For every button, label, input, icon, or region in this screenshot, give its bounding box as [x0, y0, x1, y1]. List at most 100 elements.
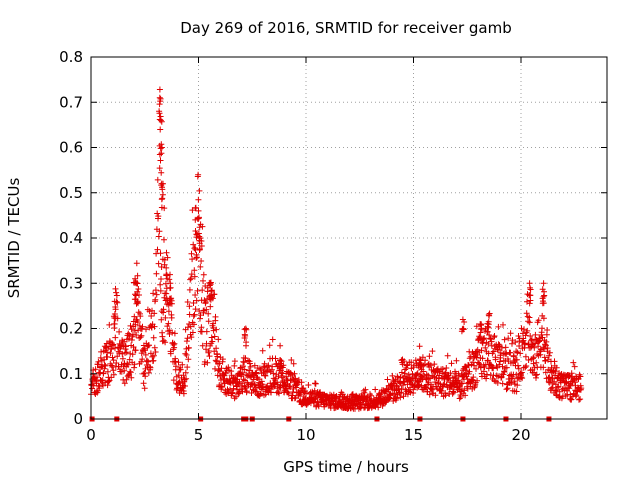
- data-point: [135, 327, 142, 334]
- data-point: [203, 340, 210, 347]
- data-point: [204, 359, 211, 366]
- data-point: [288, 357, 295, 363]
- data-points: [88, 86, 585, 412]
- data-point: [505, 335, 512, 342]
- data-point: [567, 381, 574, 388]
- data-point: [526, 280, 533, 287]
- data-point: [530, 355, 536, 362]
- data-point: [145, 358, 152, 365]
- data-point: [194, 287, 201, 294]
- data-point: [514, 382, 521, 389]
- data-point: [185, 324, 191, 331]
- data-point: [158, 141, 165, 148]
- data-point: [540, 300, 547, 307]
- data-point: [471, 362, 478, 369]
- data-point: [148, 313, 155, 319]
- data-point: [160, 306, 167, 313]
- data-point: [407, 376, 414, 383]
- data-point: [158, 169, 165, 176]
- data-point: [188, 275, 194, 282]
- data-point: [94, 387, 101, 394]
- data-point: [207, 303, 214, 310]
- data-point: [398, 385, 405, 392]
- data-point: [219, 383, 226, 390]
- data-point: [265, 388, 272, 395]
- data-point: [552, 368, 559, 375]
- data-point: [500, 321, 506, 328]
- data-point: [141, 385, 148, 392]
- data-point: [426, 353, 433, 360]
- y-tick-label: 0.5: [59, 184, 83, 202]
- data-point: [315, 403, 322, 410]
- data-point: [543, 338, 550, 345]
- data-point: [119, 355, 126, 362]
- data-point: [111, 298, 118, 305]
- data-point: [180, 390, 187, 397]
- data-point: [243, 339, 250, 346]
- data-point: [162, 339, 169, 346]
- data-point: [269, 336, 276, 343]
- data-point: [455, 372, 462, 379]
- data-point: [206, 353, 213, 360]
- data-point: [151, 310, 158, 317]
- data-point: [473, 323, 480, 330]
- data-point: [478, 347, 485, 354]
- data-point: [235, 381, 242, 388]
- data-point: [258, 378, 265, 385]
- data-point: [375, 404, 382, 411]
- data-point: [256, 365, 263, 372]
- data-point: [456, 395, 463, 402]
- data-point: [127, 322, 134, 329]
- x-tick-label: 20: [511, 426, 530, 444]
- data-point: [188, 250, 195, 257]
- data-point: [553, 387, 560, 394]
- data-point: [207, 280, 214, 287]
- data-point: [525, 357, 532, 363]
- data-point: [241, 331, 248, 338]
- data-point: [443, 365, 450, 371]
- data-point: [116, 350, 123, 356]
- data-point: [549, 384, 556, 391]
- data-point: [268, 389, 275, 396]
- data-point: [132, 347, 139, 354]
- data-point: [113, 289, 120, 296]
- data-point: [459, 316, 466, 323]
- data-point: [515, 333, 522, 339]
- data-point: [540, 280, 547, 287]
- data-point: [423, 384, 430, 391]
- data-point: [197, 235, 204, 242]
- y-tick-label: 0.2: [59, 320, 83, 338]
- data-point: [261, 372, 268, 379]
- data-point: [116, 328, 123, 335]
- data-point: [450, 388, 457, 395]
- data-point: [523, 310, 530, 317]
- data-point: [106, 321, 113, 328]
- data-point: [156, 94, 163, 101]
- data-point: [401, 358, 408, 365]
- data-point: [104, 354, 111, 360]
- data-point: [153, 291, 160, 298]
- data-point: [372, 386, 379, 393]
- data-point: [110, 357, 117, 364]
- data-point: [515, 362, 521, 369]
- data-point: [530, 354, 537, 361]
- data-point: [184, 335, 191, 342]
- data-point: [479, 355, 486, 362]
- data-point: [121, 367, 128, 374]
- x-tick-label: 0: [86, 426, 96, 444]
- data-point: [349, 391, 356, 398]
- data-point: [539, 325, 545, 332]
- data-point: [499, 380, 506, 387]
- data-point: [133, 332, 140, 338]
- data-point: [187, 276, 194, 283]
- data-point: [158, 118, 165, 125]
- data-point: [477, 329, 484, 336]
- data-point: [455, 377, 462, 384]
- data-point: [221, 372, 228, 379]
- data-point: [568, 396, 575, 403]
- data-point: [424, 376, 430, 383]
- data-point: [511, 378, 518, 385]
- data-point: [191, 321, 197, 328]
- data-point: [207, 279, 214, 286]
- data-point: [289, 389, 296, 395]
